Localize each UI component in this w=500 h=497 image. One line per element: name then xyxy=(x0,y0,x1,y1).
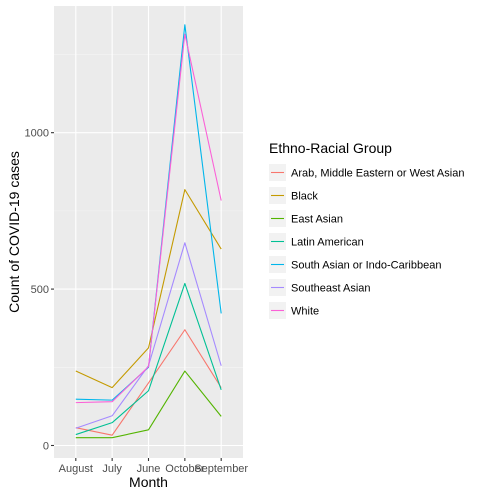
x-tick-label: September xyxy=(194,463,248,475)
series-line-white xyxy=(75,33,222,404)
series-lines xyxy=(75,24,222,439)
x-tick-label: July xyxy=(102,463,122,475)
legend-label: Black xyxy=(291,191,318,203)
x-tick-label: August xyxy=(59,463,93,475)
legend-label: East Asian xyxy=(291,214,343,226)
series-line-latin-american xyxy=(75,282,222,436)
legend: Arab, Middle Eastern or West Asian Black E… xyxy=(269,164,464,319)
series-line-black xyxy=(75,189,222,389)
series-line-arab-middle-eastern-or-west-asian xyxy=(75,329,222,436)
legend-label: White xyxy=(291,306,319,318)
y-tick-label: 500 xyxy=(31,284,49,296)
y-tick-label: 1000 xyxy=(25,128,49,140)
legend-title: Ethno-Racial Group xyxy=(269,140,392,156)
series-line-east-asian xyxy=(75,370,222,439)
legend-label: Arab, Middle Eastern or West Asian xyxy=(291,168,464,180)
legend-label: South Asian or Indo-Caribbean xyxy=(291,260,441,272)
x-axis-title: Month xyxy=(129,474,168,490)
legend-label: Southeast Asian xyxy=(291,283,371,295)
y-axis-title: Count of COVID-19 cases xyxy=(6,151,22,313)
x-tick-label: October xyxy=(165,463,204,475)
legend-label: Latin American xyxy=(291,237,364,249)
x-tick-label: June xyxy=(137,463,161,475)
y-tick-label: 0 xyxy=(43,440,49,452)
y-axis: 0 500 1000 xyxy=(25,128,54,452)
